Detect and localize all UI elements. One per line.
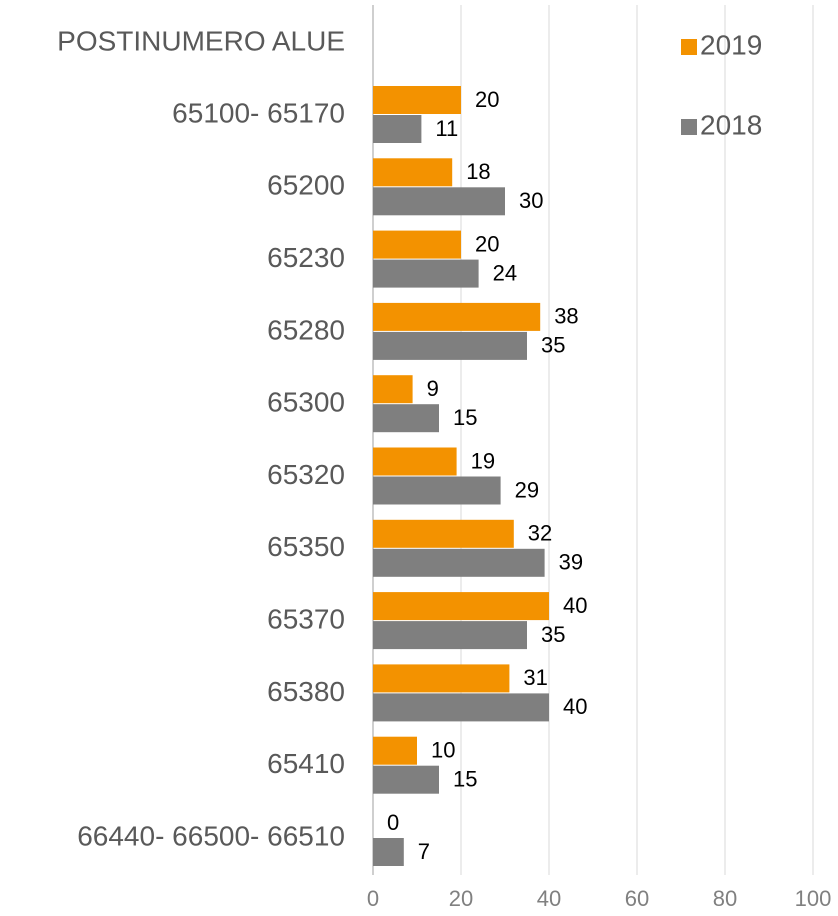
y-tick-label: 65300 [267, 387, 345, 418]
y-tick-label: 66440- 66500- 66510 [77, 820, 345, 851]
y-tick-label: 65320 [267, 459, 345, 490]
bar [373, 331, 527, 360]
data-label: 9 [427, 376, 439, 401]
data-label: 29 [515, 477, 539, 502]
y-tick-label: 65370 [267, 603, 345, 634]
y-tick-label: 65100- 65170 [172, 97, 345, 128]
data-label: 35 [541, 333, 565, 358]
y-tick-label: 65410 [267, 748, 345, 779]
bar [373, 838, 404, 866]
bar [373, 115, 422, 143]
data-label: 15 [453, 767, 477, 792]
bar [373, 621, 527, 650]
data-label: 20 [475, 231, 499, 256]
data-label: 31 [523, 665, 547, 690]
data-label: 20 [475, 87, 499, 112]
y-tick-label: 65230 [267, 242, 345, 273]
bar [373, 404, 439, 433]
y-tick-label: 65350 [267, 531, 345, 562]
bar [373, 158, 453, 187]
data-label: 0 [387, 810, 399, 835]
bar [373, 230, 461, 259]
data-label: 19 [471, 448, 495, 473]
data-label: 35 [541, 622, 565, 647]
bar [373, 664, 510, 693]
bar [373, 519, 514, 548]
bar [373, 693, 549, 722]
legend-label: 2019 [700, 29, 762, 60]
data-label: 38 [554, 304, 578, 329]
bar [373, 476, 501, 505]
x-tick-label: 20 [449, 886, 473, 911]
data-label: 32 [528, 521, 552, 546]
data-label: 10 [431, 738, 455, 763]
data-label: 11 [435, 116, 458, 141]
x-tick-label: 40 [537, 886, 561, 911]
bar [373, 447, 457, 476]
x-tick-label: 60 [625, 886, 649, 911]
data-label: 40 [563, 694, 587, 719]
data-label: 18 [466, 159, 490, 184]
x-tick-label: 80 [713, 886, 737, 911]
y-tick-label: 65380 [267, 676, 345, 707]
bar [373, 86, 461, 114]
axis-title: POSTINUMERO ALUE [57, 25, 345, 56]
bar [373, 187, 505, 216]
data-label: 30 [519, 188, 543, 213]
y-tick-label: 65280 [267, 314, 345, 345]
data-label: 15 [453, 405, 477, 430]
bar [373, 302, 541, 331]
y-tick-label: 65200 [267, 170, 345, 201]
bar [373, 375, 413, 404]
data-label: 40 [563, 593, 587, 618]
legend-swatch [681, 39, 697, 55]
bar [373, 765, 439, 794]
legend-swatch [681, 119, 697, 135]
bar [373, 736, 417, 765]
legend-label: 2018 [700, 109, 762, 140]
data-label: 24 [493, 260, 517, 285]
bar [373, 592, 549, 621]
data-label: 7 [418, 839, 430, 864]
x-tick-label: 0 [367, 886, 379, 911]
bar [373, 259, 479, 288]
data-label: 39 [559, 550, 583, 575]
x-tick-label: 100 [795, 886, 832, 911]
bar [373, 548, 545, 577]
